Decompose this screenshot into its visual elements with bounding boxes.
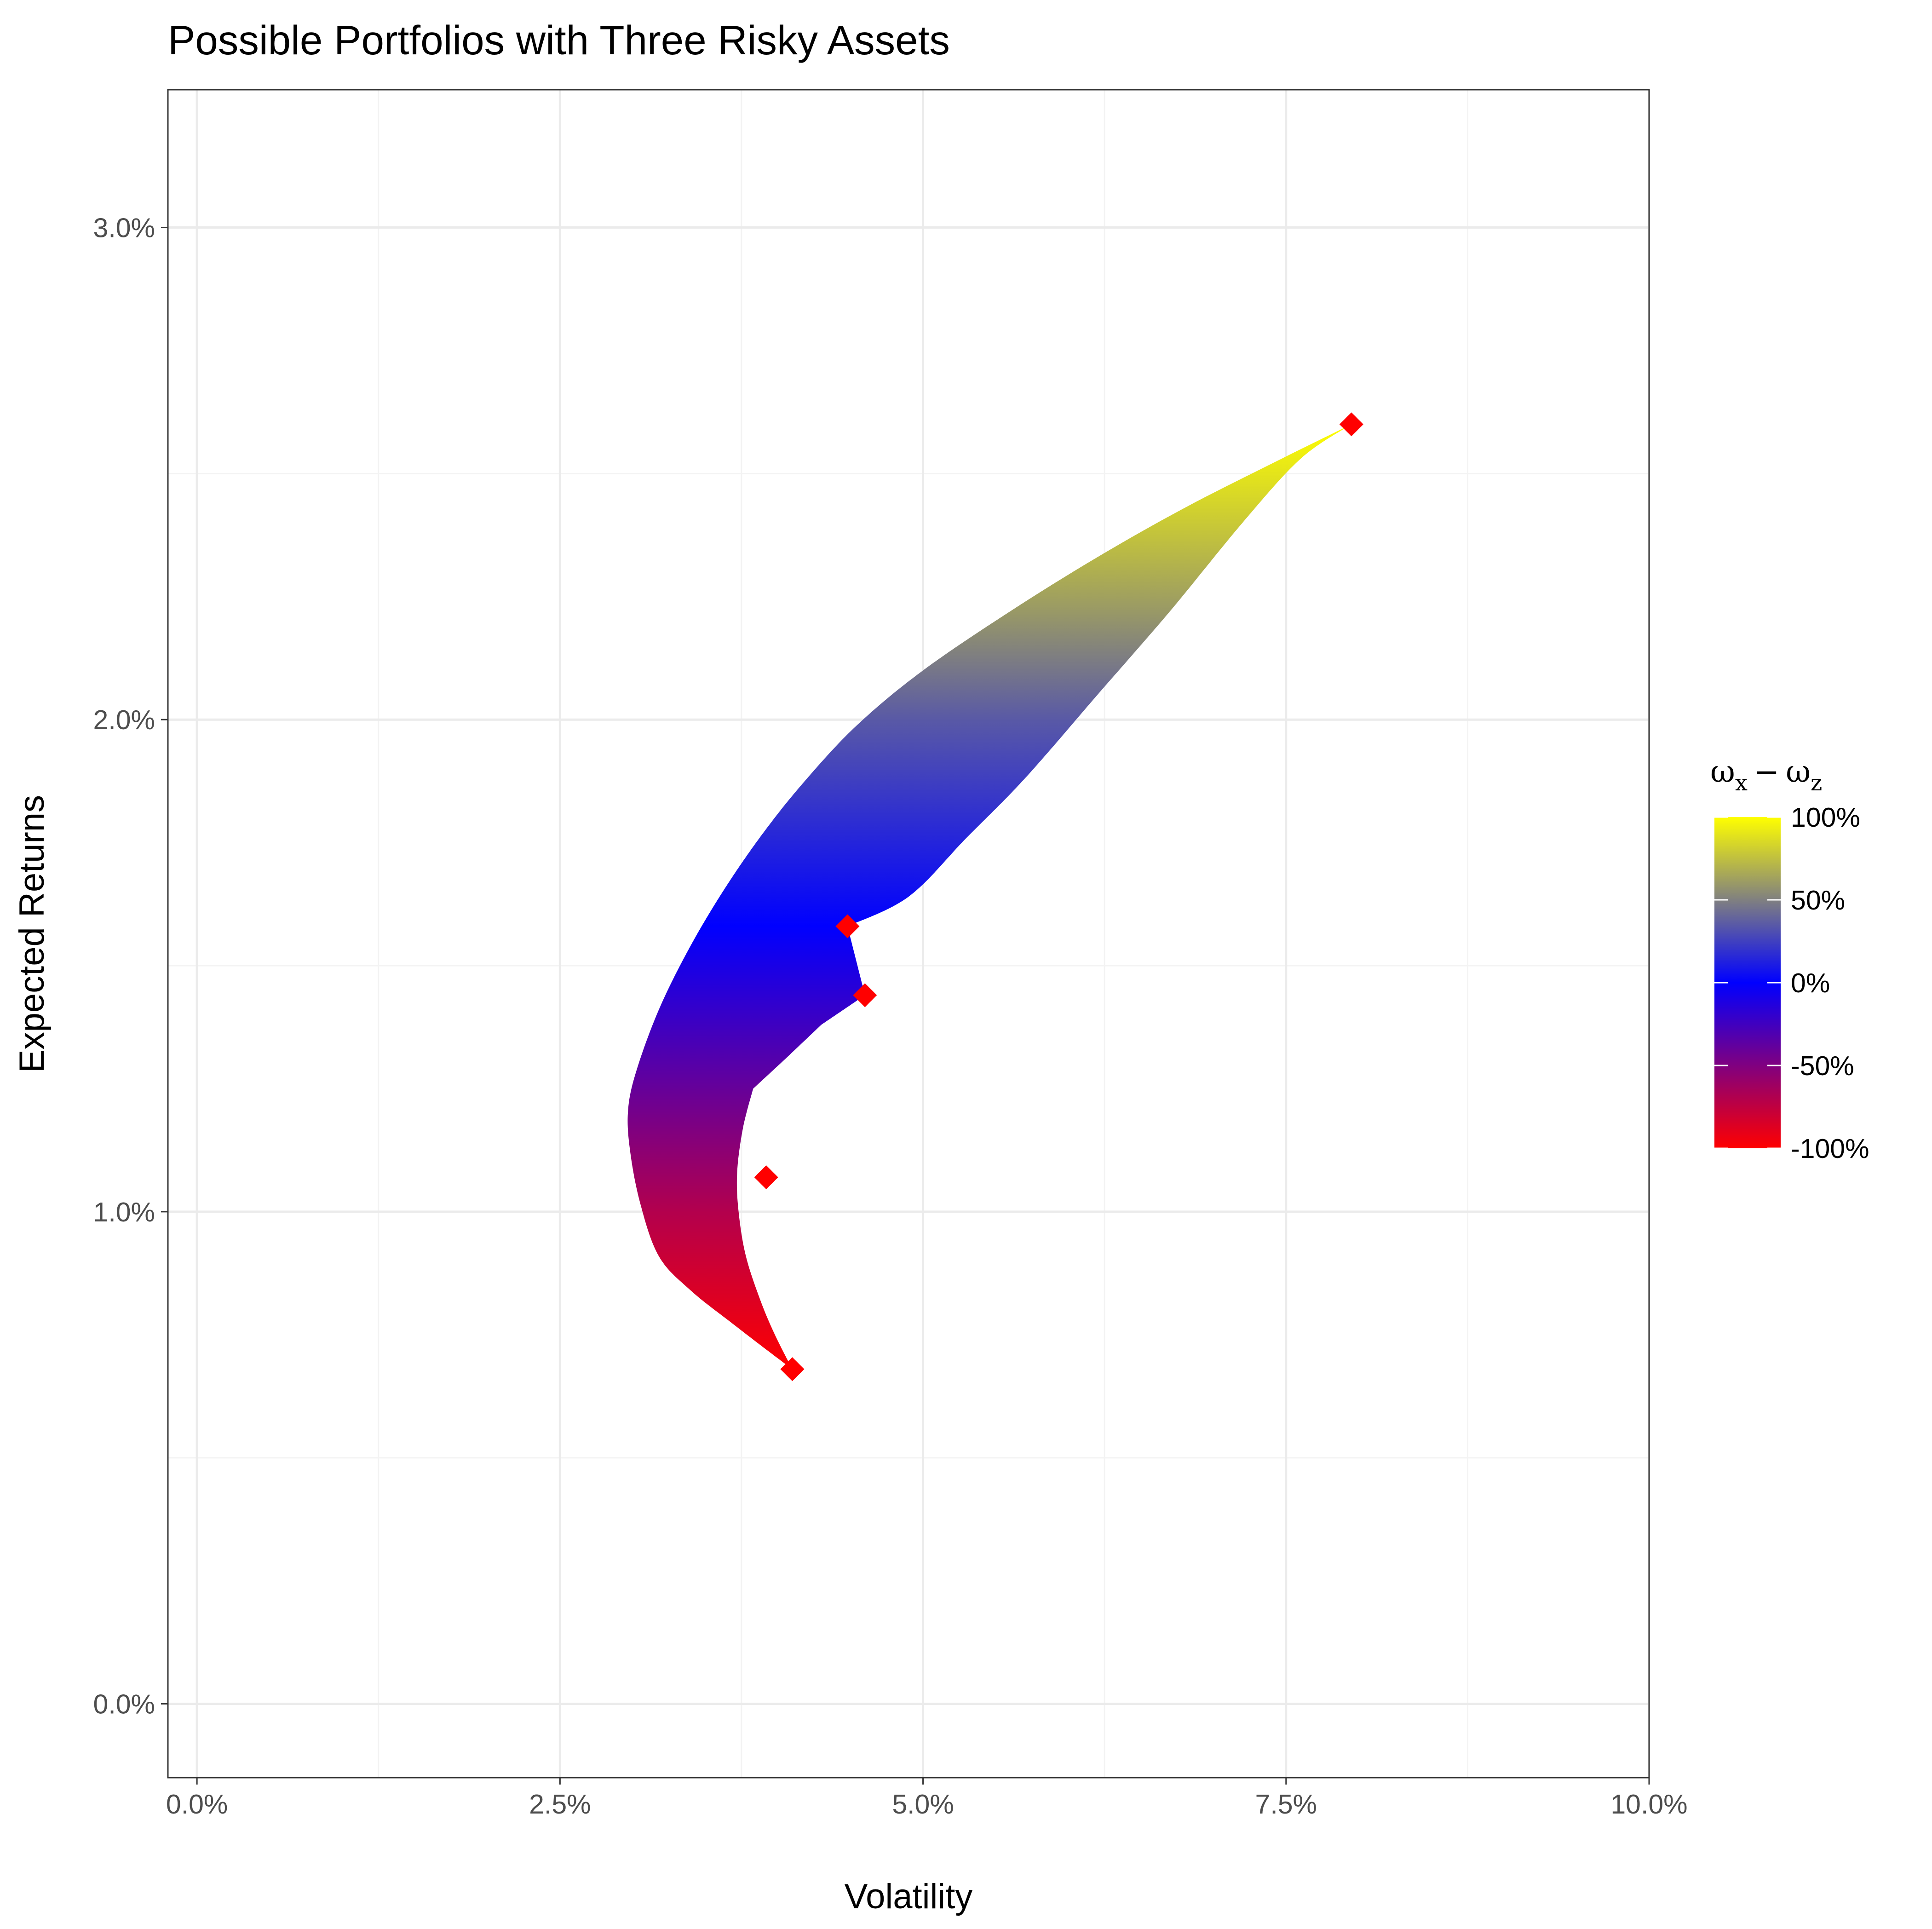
asset-point [853, 983, 877, 1008]
legend-title-omega-x: ω [1710, 754, 1735, 789]
x-tick-label: 2.5% [529, 1789, 591, 1820]
legend-title-sub-x: x [1735, 770, 1748, 796]
asset-point [1339, 412, 1363, 437]
y-axis: 0.0% 1.0% 2.0% 3.0% [93, 213, 168, 1720]
x-tick-label: 0.0% [166, 1789, 228, 1820]
frontier-region [627, 424, 1351, 1370]
legend-title-sub-z: z [1811, 770, 1822, 796]
y-tick-label: 1.0% [93, 1197, 155, 1227]
legend-label: 50% [1791, 885, 1845, 916]
legend-label: -100% [1791, 1134, 1869, 1164]
y-tick-label: 3.0% [93, 213, 155, 243]
asset-point [835, 914, 860, 939]
x-tick-label: 7.5% [1255, 1789, 1317, 1820]
grid-minor [168, 90, 1649, 1778]
x-axis: 0.0% 2.5% 5.0% 7.5% 10.0% [166, 1778, 1688, 1820]
legend-title-minus: − [1754, 754, 1779, 789]
asset-point [754, 1165, 778, 1189]
y-axis-title: Expected Returns [12, 795, 52, 1073]
chart-title: Possible Portfolios with Three Risky Ass… [168, 17, 950, 63]
y-tick-label: 2.0% [93, 705, 155, 735]
legend-label: 0% [1791, 968, 1830, 998]
plot-background [168, 90, 1649, 1778]
asset-points [754, 412, 1363, 1382]
y-tick-label: 0.0% [93, 1689, 155, 1720]
x-tick-label: 10.0% [1610, 1789, 1687, 1820]
legend-ticks: 100% 50% 0% -50% -100% [1714, 802, 1869, 1164]
legend-label: -50% [1791, 1051, 1854, 1081]
legend-label: 100% [1791, 802, 1860, 833]
x-tick-label: 5.0% [892, 1789, 954, 1820]
plot-panel-border [167, 89, 1650, 1779]
asset-point [780, 1357, 805, 1382]
frontier-area [627, 424, 1351, 1370]
legend-title-omega-z: ω [1786, 754, 1811, 789]
legend: ωx − ωz 100%50%0%-50%-100% [1710, 754, 1869, 1164]
legend-title: ωx − ωz [1710, 754, 1822, 796]
x-axis-title: Volatility [845, 1877, 973, 1916]
